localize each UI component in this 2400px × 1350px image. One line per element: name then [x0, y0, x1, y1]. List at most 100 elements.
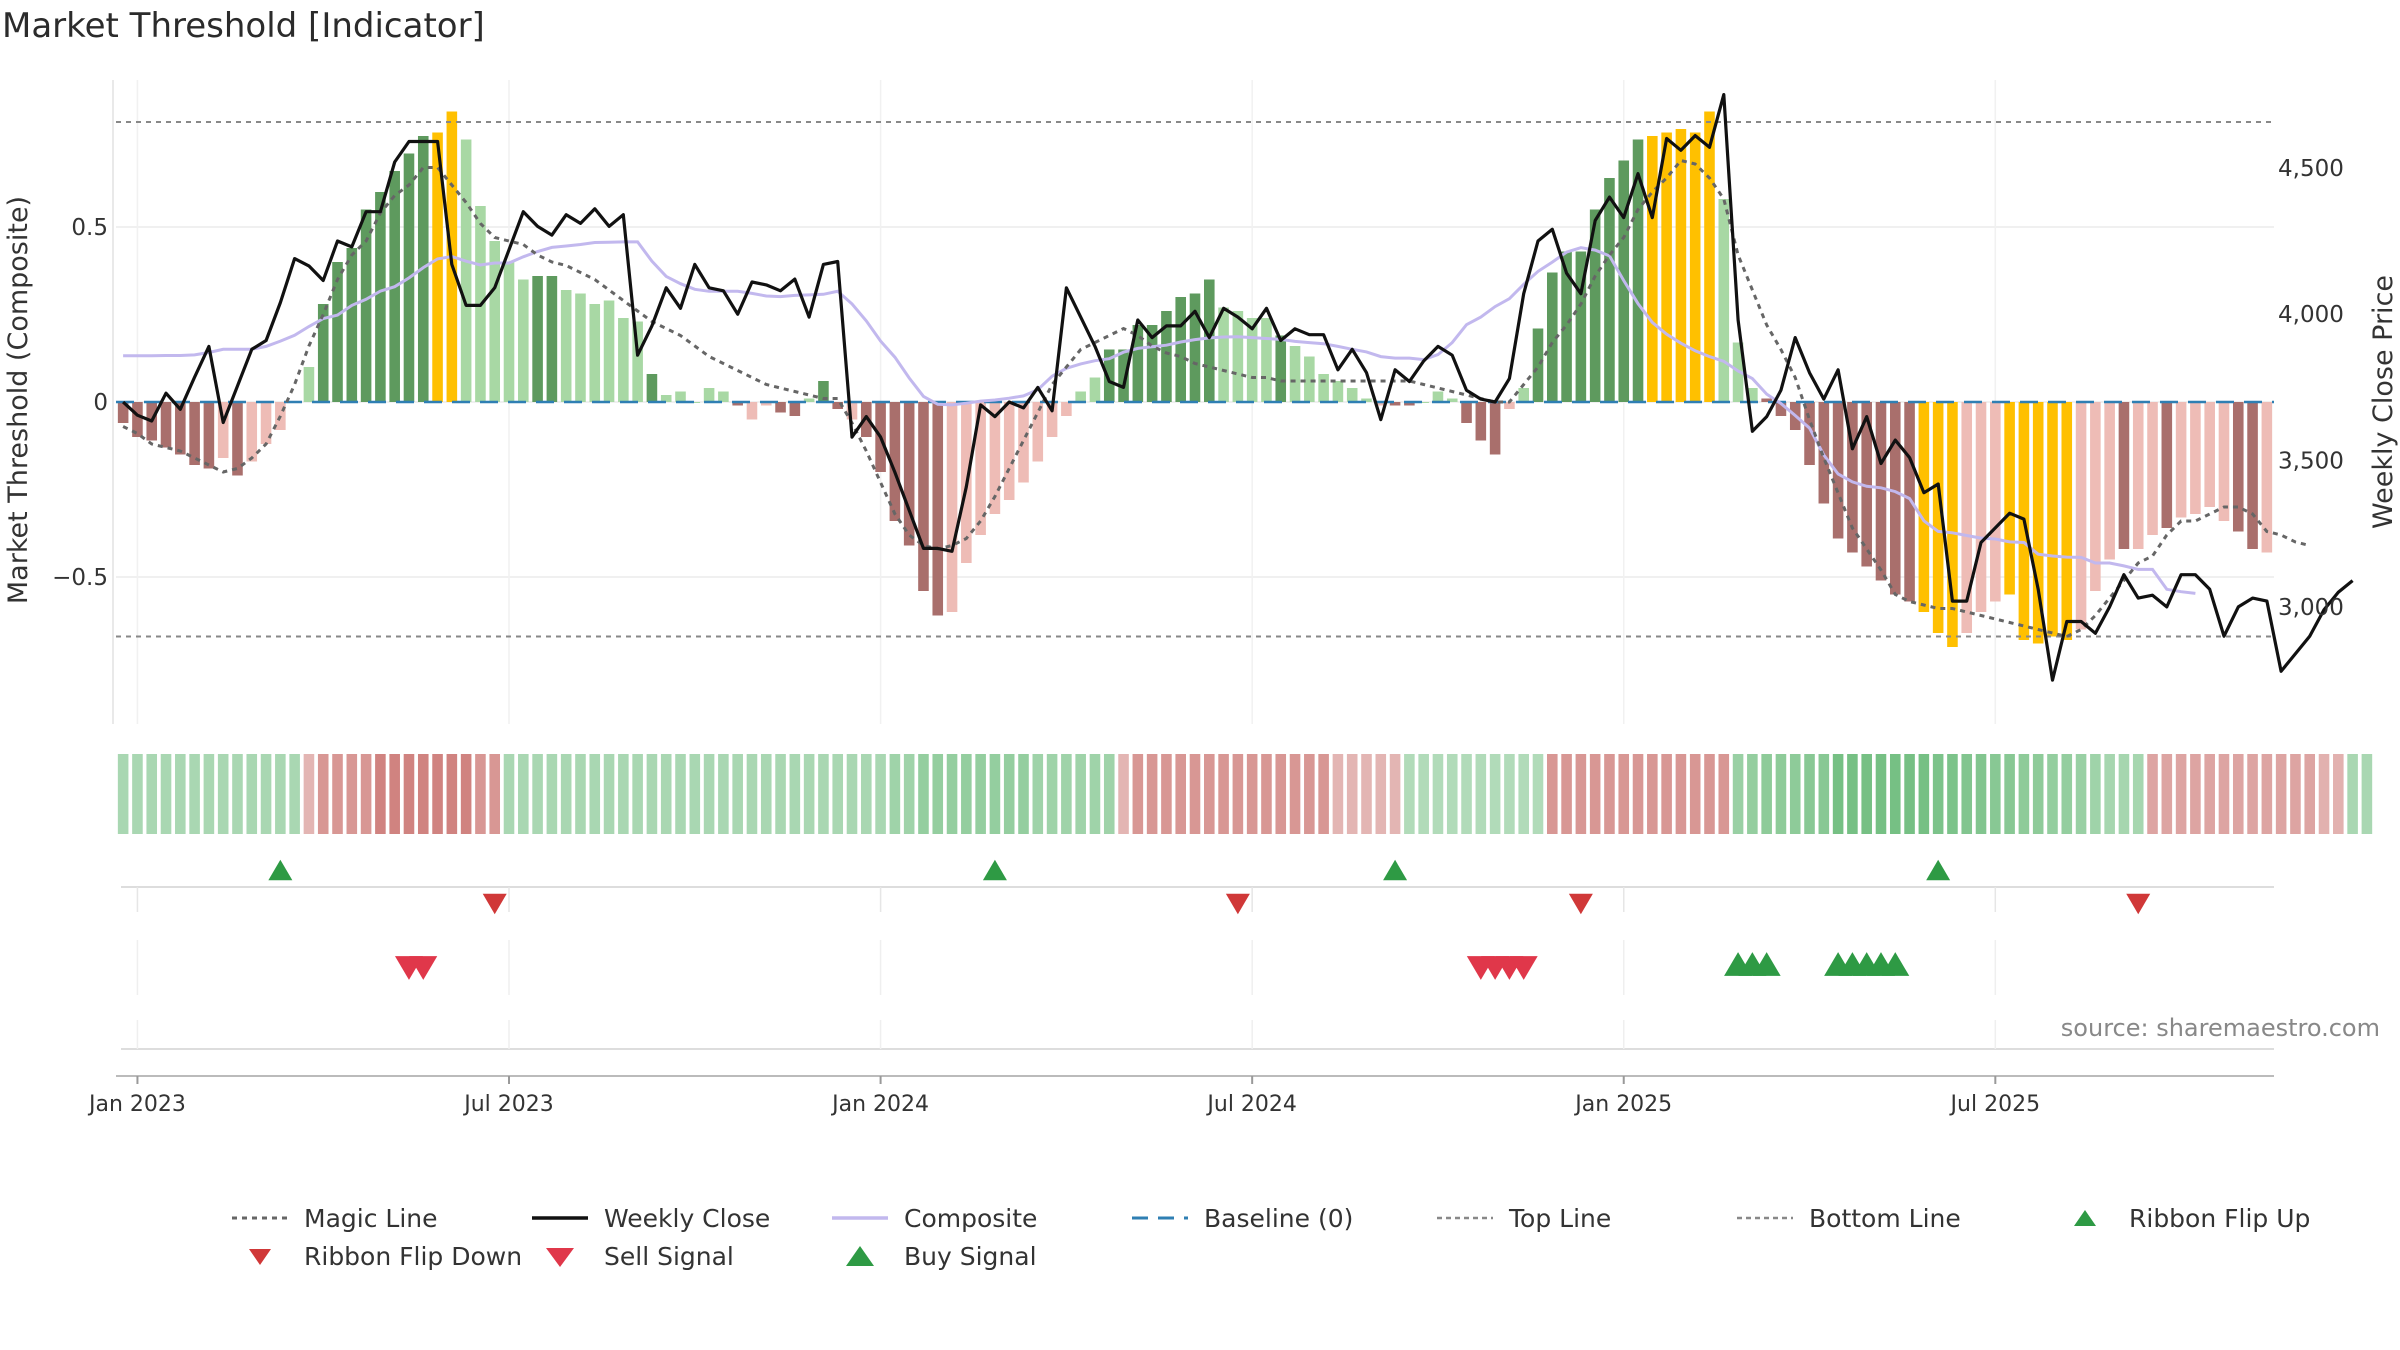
- legend-swatch-buy: [846, 1246, 874, 1266]
- ribbon-cell: [1404, 754, 1415, 834]
- composite-bar: [718, 391, 729, 402]
- ribbon-cell: [1504, 754, 1515, 834]
- ribbon-cell: [1175, 754, 1186, 834]
- composite-bar: [1061, 402, 1072, 416]
- ribbon-cell: [2232, 754, 2244, 834]
- x-tick-label: Jul 2025: [1949, 1092, 2041, 1117]
- x-tick-label: Jan 2023: [87, 1092, 186, 1117]
- composite-bar: [1318, 374, 1329, 402]
- ribbon-cell: [789, 754, 801, 834]
- ribbon-cell: [1089, 754, 1101, 834]
- legend-item-buy: Buy Signal: [830, 1240, 1037, 1272]
- ribbon-cell: [1375, 754, 1387, 834]
- ribbon-cell: [160, 754, 172, 834]
- composite-bar: [1275, 335, 1287, 402]
- composite-bar: [618, 318, 629, 402]
- ribbon-cell: [346, 754, 358, 834]
- composite-bar: [1647, 136, 1658, 402]
- ribbon-cell: [2147, 754, 2158, 834]
- composite-bar: [1689, 132, 1701, 402]
- ribbon-cell: [2347, 754, 2358, 834]
- ribbon-cell: [1990, 754, 2001, 834]
- composite-bar: [2075, 402, 2087, 630]
- composite-bar: [246, 402, 258, 462]
- ribbon-cell: [1218, 754, 1229, 834]
- left-tick-label: 0: [93, 390, 108, 416]
- ribbon-cell: [1661, 754, 1672, 834]
- composite-bar: [1675, 129, 1687, 402]
- ribbon-cell: [1518, 754, 1529, 834]
- composite-bar: [1446, 398, 1458, 402]
- sell-signal-marker: [1509, 956, 1538, 980]
- legend-item-flip_down: Ribbon Flip Down: [230, 1240, 522, 1272]
- ribbon-cell: [2204, 754, 2215, 834]
- composite-bar: [1947, 402, 1958, 647]
- composite-bar: [1232, 311, 1244, 402]
- ribbon-cell: [889, 754, 901, 834]
- ribbon-cell: [1389, 754, 1401, 834]
- composite-bar: [1975, 402, 1987, 612]
- composite-bar: [1704, 111, 1715, 402]
- composite-bar: [1032, 402, 1044, 462]
- composite-bar: [1118, 349, 1129, 402]
- ribbon-cell: [1818, 754, 1830, 834]
- ribbon-cell: [146, 754, 158, 834]
- legend-label: Top Line: [1509, 1203, 1612, 1233]
- composite-bar: [560, 290, 572, 402]
- ribbon-cell: [2175, 754, 2187, 834]
- composite-bar: [2190, 402, 2201, 514]
- composite-bar: [832, 402, 844, 409]
- ribbon-cell: [2333, 754, 2344, 834]
- legend-label: Ribbon Flip Up: [2129, 1203, 2311, 1233]
- ribbon-cell: [689, 754, 701, 834]
- ribbon-cell: [1947, 754, 1958, 834]
- composite-bar: [632, 321, 643, 402]
- ribbon-cell: [1875, 754, 1887, 834]
- composite-bar: [317, 304, 329, 402]
- composite-bar: [2090, 402, 2101, 591]
- ribbon-cell: [1261, 754, 1272, 834]
- composite-bar: [1761, 398, 1772, 402]
- ribbon-cell: [2004, 754, 2015, 834]
- composite-bar: [2247, 402, 2258, 549]
- right-tick-label: 4,000: [2278, 302, 2344, 328]
- composite-bar: [803, 398, 815, 402]
- ribbon-cell: [760, 754, 772, 834]
- ribbon-cell: [932, 754, 944, 834]
- ribbon-cell: [818, 754, 829, 834]
- composite-bar: [2147, 402, 2158, 535]
- composite-bar: [360, 209, 372, 402]
- composite-bar: [746, 402, 758, 420]
- composite-bar: [1747, 388, 1758, 402]
- composite-bar: [1889, 402, 1901, 595]
- ribbon-cell: [1304, 754, 1315, 834]
- legend-swatch-flip_up: [2074, 1210, 2096, 1226]
- ribbon-cell: [1975, 754, 1987, 834]
- composite-bar: [117, 402, 129, 423]
- composite-bar: [503, 262, 515, 402]
- composite-bar: [332, 262, 343, 402]
- composite-bar: [1561, 251, 1572, 402]
- ribbon-cell: [1918, 754, 1930, 834]
- ribbon-cell: [446, 754, 458, 834]
- ribbon-cell: [1046, 754, 1058, 834]
- ribbon-cell: [518, 754, 529, 834]
- legend-label: Baseline (0): [1204, 1203, 1354, 1233]
- ribbon-cell: [1032, 754, 1044, 834]
- composite-bar: [1361, 398, 1372, 402]
- composite-bar: [889, 402, 901, 521]
- ribbon-cell: [1146, 754, 1158, 834]
- ribbon-cell: [660, 754, 672, 834]
- ribbon-cell: [403, 754, 415, 834]
- x-tick-label: Jul 2024: [1205, 1092, 1297, 1117]
- composite-bar: [1847, 402, 1858, 553]
- composite-bar: [1832, 402, 1844, 539]
- composite-bar: [1146, 325, 1158, 402]
- ribbon-cell: [246, 754, 258, 834]
- ribbon-cell: [746, 754, 758, 834]
- composite-bar: [532, 276, 543, 402]
- ribbon-flip-down-marker: [1225, 893, 1250, 915]
- ribbon-cell: [332, 754, 343, 834]
- composite-bar: [2104, 402, 2115, 560]
- ribbon-cell: [2275, 754, 2287, 834]
